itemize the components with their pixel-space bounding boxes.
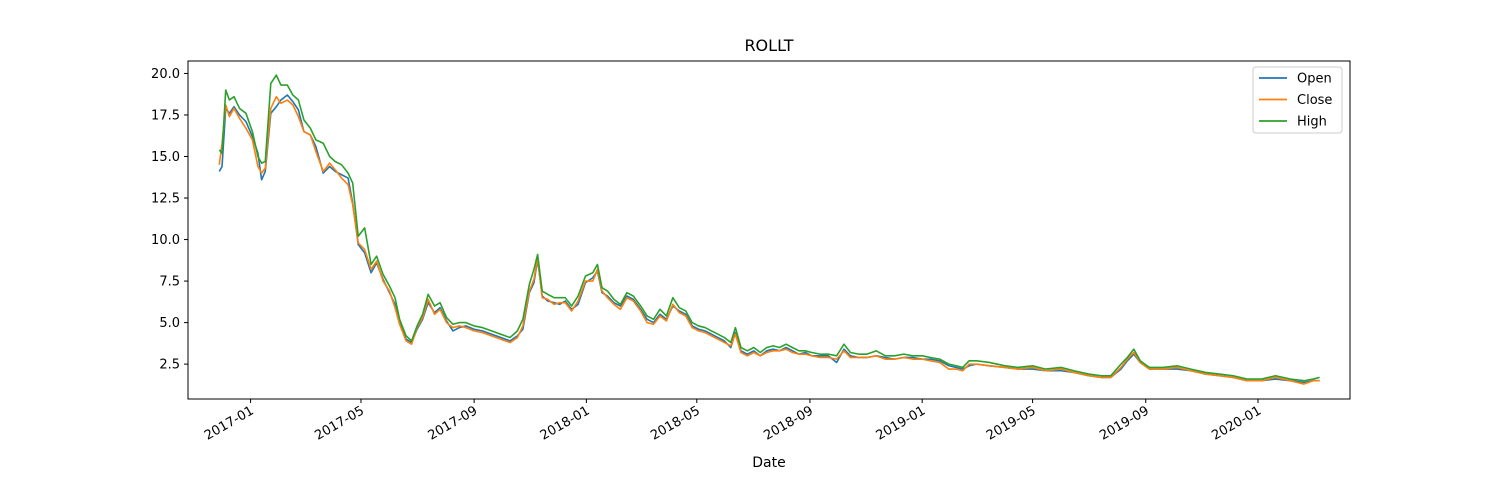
series-line-high [218, 74, 1320, 382]
y-tick-label: 5.0 [159, 316, 180, 331]
y-tick-label: 20.0 [151, 67, 180, 82]
legend-label-close: Close [1297, 93, 1332, 108]
y-tick-label: 17.5 [151, 108, 180, 123]
plot-frame [187, 60, 1351, 400]
y-axis: 2.5 5.0 7.5 10.0 12.5 15.0 17.5 20.0 [151, 67, 188, 373]
legend-label-open: Open [1297, 72, 1332, 87]
legend: Open Close High [1252, 66, 1343, 134]
series-line-close [218, 95, 1320, 385]
y-tick-label: 7.5 [159, 275, 180, 290]
legend-label-high: High [1297, 115, 1327, 130]
y-tick-label: 12.5 [151, 192, 180, 207]
x-axis-title: Date [752, 455, 785, 471]
series-layer [218, 74, 1320, 385]
chart-title: ROLLT [744, 36, 793, 55]
y-tick-label: 15.0 [151, 150, 180, 165]
series-line-open [218, 94, 1320, 384]
y-tick-label: 2.5 [159, 358, 180, 373]
legend-box [1252, 66, 1343, 134]
y-tick-label: 10.0 [151, 233, 180, 248]
